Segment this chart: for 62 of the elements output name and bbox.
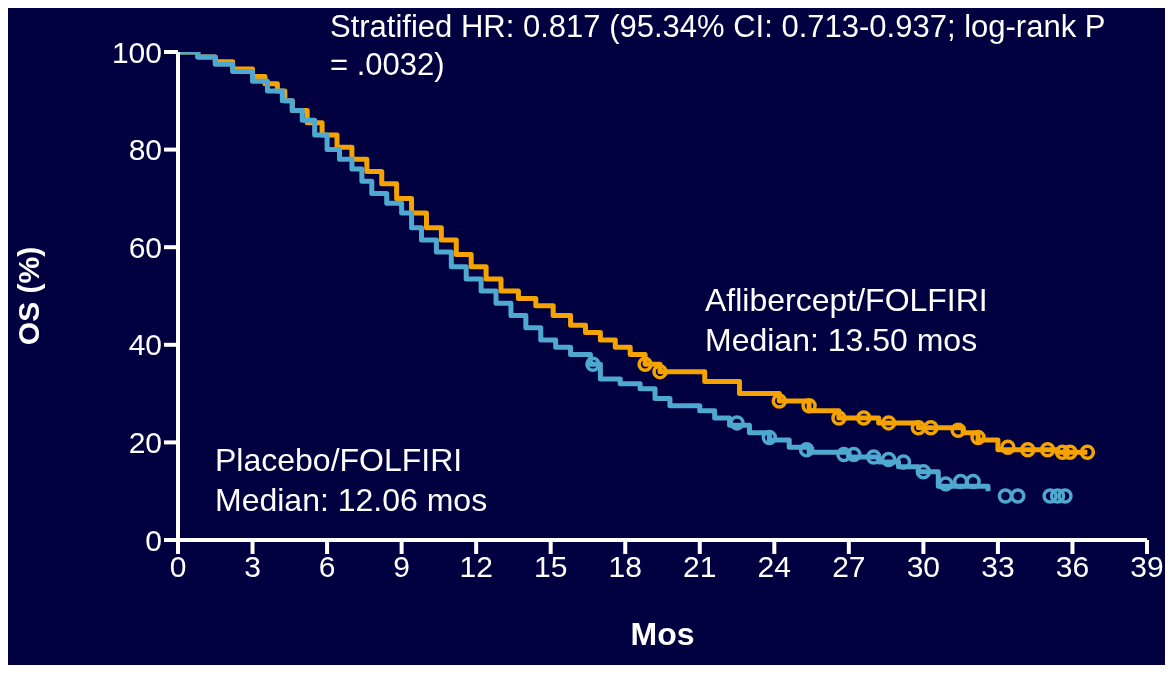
point	[952, 473, 969, 490]
point	[880, 451, 897, 468]
point	[880, 415, 897, 431]
point	[997, 488, 1014, 504]
x-tick-label: 6	[318, 550, 336, 584]
y-tick-label: 0	[145, 523, 162, 557]
point	[801, 398, 817, 414]
x-tick-label: 33	[981, 550, 1015, 584]
point	[915, 463, 932, 480]
x-tick-label: 21	[683, 550, 717, 584]
annotation: Median: 12.06 mos	[215, 481, 488, 520]
point	[970, 429, 986, 446]
point	[910, 420, 927, 436]
point	[771, 393, 788, 409]
point	[895, 454, 912, 470]
point	[1079, 444, 1096, 460]
point	[923, 420, 939, 436]
x-tick-label: 0	[169, 550, 187, 584]
x-tick-label: 24	[757, 550, 791, 584]
point	[729, 415, 745, 431]
point	[1062, 444, 1078, 460]
point	[1010, 488, 1026, 504]
point	[938, 476, 954, 492]
point	[1054, 444, 1071, 460]
point	[585, 356, 601, 373]
point	[1042, 488, 1058, 504]
point	[965, 473, 981, 490]
y-axis-title: OS (%)	[11, 246, 45, 346]
x-axis-title: Mos	[630, 616, 695, 652]
x-tick-label: 9	[393, 550, 410, 584]
x-tick-label: 18	[608, 550, 642, 584]
point	[950, 422, 966, 438]
point	[836, 446, 852, 463]
y-tick-label: 100	[111, 35, 162, 69]
y-tick-label: 60	[128, 230, 162, 264]
point	[865, 449, 882, 465]
x-tick-label: 12	[459, 550, 493, 584]
point	[1000, 439, 1016, 456]
point	[652, 363, 668, 380]
point	[761, 429, 778, 446]
point	[1049, 488, 1066, 504]
point	[798, 441, 815, 458]
point	[637, 356, 653, 373]
y-tick-label: 80	[128, 133, 162, 167]
x-tick-label: 30	[906, 550, 941, 584]
x-tick-label: 15	[534, 550, 568, 584]
point	[846, 446, 862, 463]
x-tick-label: 27	[832, 550, 866, 584]
y-tick-label: 40	[128, 328, 162, 362]
annotation: Median: 13.50 mos	[705, 321, 979, 360]
annotation: Stratified HR: 0.817 (95.34% CI: 0.713-0.937; log-rank P = .0032)	[330, 8, 1106, 84]
point	[856, 410, 872, 426]
annotation: Placebo/FOLFIRI	[215, 441, 464, 480]
annotation: Aflibercept/FOLFIRI	[705, 281, 988, 320]
y-tick-label: 20	[128, 426, 162, 460]
x-tick-label: 36	[1055, 550, 1090, 584]
point	[1019, 441, 1036, 458]
point	[1057, 488, 1073, 504]
x-tick-label: 39	[1130, 550, 1164, 584]
point	[831, 410, 847, 426]
point	[1039, 441, 1056, 458]
x-tick-label: 3	[244, 550, 261, 584]
